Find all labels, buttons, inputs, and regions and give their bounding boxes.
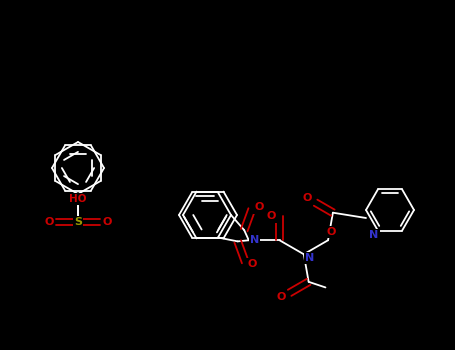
Text: O: O	[267, 211, 276, 222]
Text: HO: HO	[69, 194, 87, 204]
Text: N: N	[250, 235, 259, 245]
Text: O: O	[102, 217, 111, 227]
Text: N: N	[305, 253, 314, 263]
Text: N: N	[369, 230, 379, 240]
Text: O: O	[277, 292, 286, 302]
Text: O: O	[44, 217, 54, 227]
Text: O: O	[303, 193, 312, 203]
Text: O: O	[254, 202, 263, 212]
Text: O: O	[326, 227, 336, 237]
Text: S: S	[74, 217, 82, 227]
Text: O: O	[248, 259, 257, 269]
